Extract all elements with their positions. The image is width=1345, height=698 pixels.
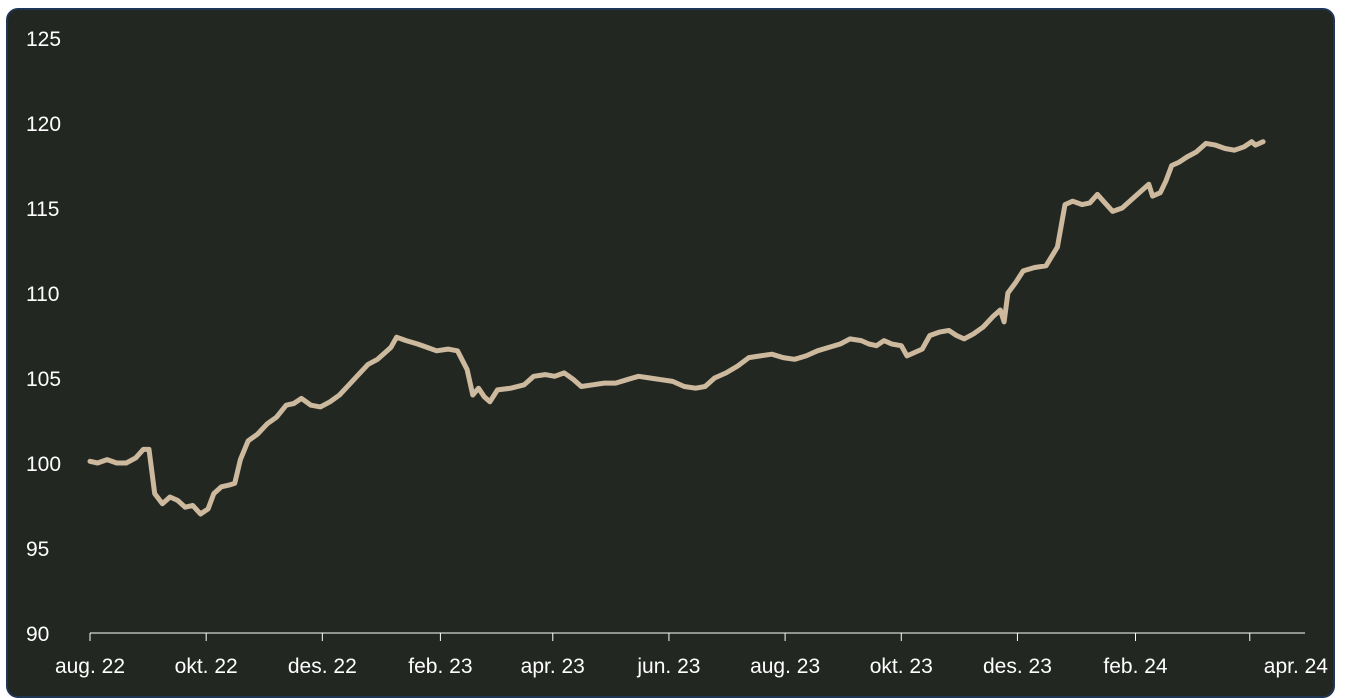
x-tick-label: feb. 23 [408, 655, 472, 678]
y-tick-label: 115 [26, 198, 59, 221]
y-tick-label: 90 [26, 623, 49, 646]
x-tick-label: okt. 22 [175, 655, 238, 678]
x-tick-label: aug. 22 [55, 655, 125, 678]
axes: 90 95 100 105 110 115 120 125 aug. 22 okt. 22 des.… [26, 28, 1328, 678]
x-tick-label: okt. 23 [870, 655, 933, 678]
y-tick-label: 110 [26, 283, 59, 306]
x-tick-label: feb. 24 [1103, 655, 1168, 678]
x-tick-label: des. 22 [288, 655, 357, 678]
y-tick-label: 120 [26, 113, 61, 136]
y-tick-label: 100 [26, 453, 61, 476]
y-tick-label: 105 [26, 368, 61, 391]
x-tick-label: jun. 23 [636, 655, 700, 678]
y-tick-label: 95 [26, 538, 49, 561]
x-tick-label: apr. 23 [521, 655, 585, 678]
series-layer [87, 139, 1266, 517]
chart-panel [6, 8, 1335, 698]
series-line [87, 139, 1266, 517]
x-tick-label: des. 23 [983, 655, 1052, 678]
x-tick-label: apr. 24 [1264, 655, 1329, 678]
x-tick-label: aug. 23 [750, 655, 820, 678]
y-tick-label: 125 [26, 28, 61, 51]
